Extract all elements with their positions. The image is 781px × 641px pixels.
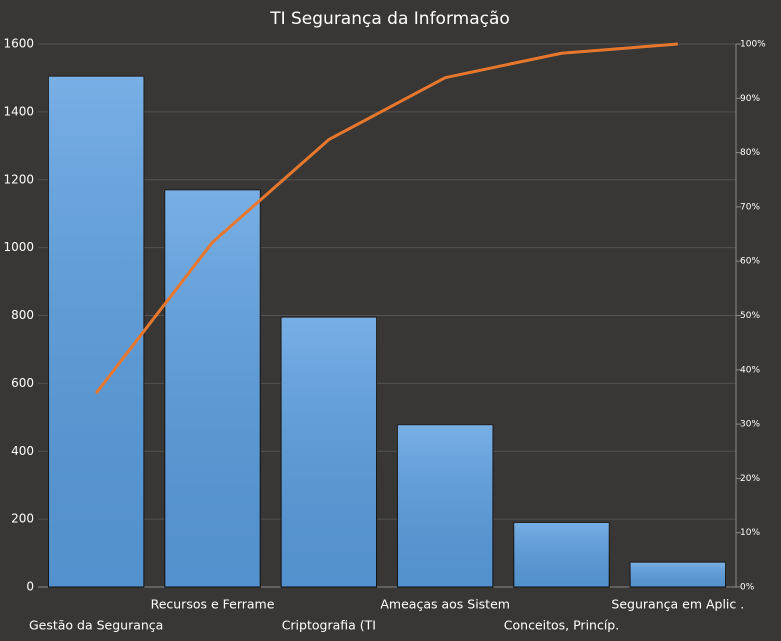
y2-tick-label: 50%	[740, 311, 760, 321]
bar	[396, 424, 494, 588]
y-tick-label: 600	[11, 376, 34, 390]
bar	[47, 75, 145, 588]
y2-tick-label: 70%	[740, 202, 760, 212]
cumulative-line	[94, 42, 678, 395]
y-tick-label: 1200	[3, 172, 34, 186]
chart-title: TI Segurança da Informação	[269, 9, 510, 29]
bar	[164, 189, 261, 588]
y2-tick-label: 30%	[740, 420, 760, 430]
x-tick-label: Gestão da Segurança	[29, 618, 163, 633]
y2-tick-label: 0%	[740, 583, 755, 593]
y2-tick-label: 80%	[740, 148, 760, 158]
x-tick-label: Ameaças aos Sistem	[380, 597, 510, 612]
y2-tick-label: 40%	[740, 365, 760, 375]
y-tick-label: 400	[11, 444, 34, 458]
y2-tick-label: 20%	[740, 474, 760, 484]
bar	[513, 522, 610, 588]
x-tick-label: Conceitos, Princíp.	[504, 618, 619, 633]
y-tick-label: 0	[26, 580, 34, 594]
y-tick-label: 1000	[3, 240, 34, 254]
y-tick-label: 800	[11, 308, 34, 322]
x-tick-label: Criptografia (TI	[282, 618, 376, 633]
x-tick-label: Segurança em Aplic .	[611, 597, 744, 612]
y2-tick-label: 60%	[740, 257, 760, 267]
bar	[280, 316, 378, 588]
x-tick-label: Recursos e Ferrame	[151, 597, 275, 612]
y2-tick-label: 10%	[740, 528, 760, 538]
y2-tick-label: 100%	[740, 40, 766, 50]
y-tick-label: 1400	[3, 104, 34, 118]
y2-tick-label: 90%	[740, 94, 760, 104]
y-tick-label: 1600	[3, 37, 34, 51]
bar	[629, 561, 727, 588]
y-tick-label: 200	[11, 512, 34, 526]
